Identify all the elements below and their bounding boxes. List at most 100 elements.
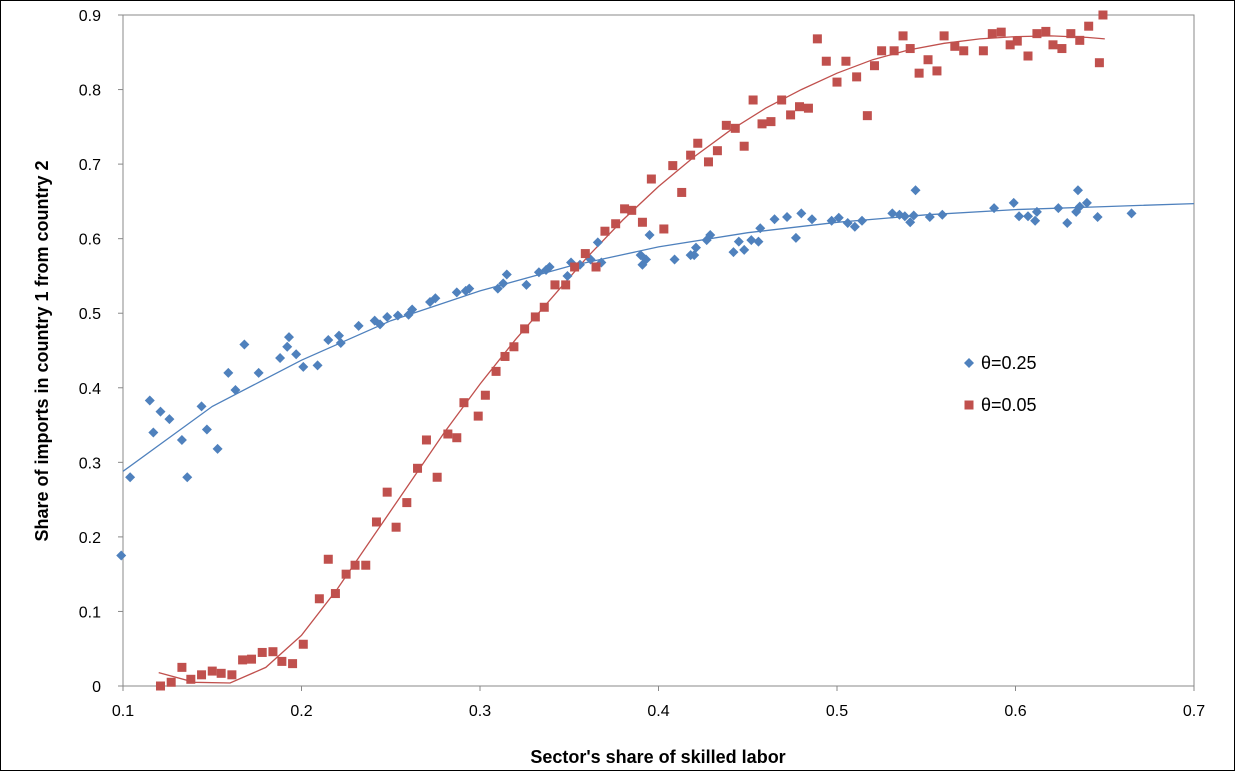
y-tick-label: 0.3 bbox=[79, 455, 101, 472]
data-point-series-0 bbox=[755, 223, 766, 234]
data-point-series-0 bbox=[796, 208, 807, 219]
data-point-series-0 bbox=[908, 210, 919, 221]
data-point-series-0 bbox=[728, 247, 739, 258]
legend-marker-theta-005 bbox=[964, 400, 974, 410]
data-point-series-1 bbox=[668, 161, 678, 171]
data-point-series-1 bbox=[987, 29, 997, 39]
data-point-series-1 bbox=[452, 433, 462, 443]
data-point-series-1 bbox=[627, 205, 637, 215]
data-point-series-0 bbox=[353, 320, 364, 331]
data-point-series-1 bbox=[402, 498, 412, 508]
data-point-series-0 bbox=[392, 310, 403, 321]
data-point-series-1 bbox=[898, 31, 908, 41]
data-point-series-0 bbox=[291, 349, 302, 360]
data-point-series-0 bbox=[641, 254, 652, 265]
data-point-series-0 bbox=[989, 203, 1000, 214]
x-tick-label: 0.3 bbox=[469, 703, 491, 720]
data-point-series-1 bbox=[862, 111, 872, 121]
data-point-series-1 bbox=[491, 366, 501, 376]
data-point-series-1 bbox=[314, 594, 324, 604]
data-point-series-1 bbox=[914, 68, 924, 78]
data-point-series-1 bbox=[257, 647, 267, 657]
data-point-series-0 bbox=[782, 212, 793, 223]
data-point-series-0 bbox=[1081, 197, 1092, 208]
data-point-series-0 bbox=[125, 472, 136, 483]
data-point-series-1 bbox=[207, 666, 217, 676]
data-point-series-1 bbox=[869, 61, 879, 71]
data-point-series-0 bbox=[924, 212, 935, 223]
data-point-series-1 bbox=[1084, 21, 1094, 31]
data-point-series-1 bbox=[803, 103, 813, 113]
data-point-series-1 bbox=[777, 95, 787, 105]
data-point-series-1 bbox=[580, 249, 590, 259]
data-point-series-1 bbox=[812, 34, 822, 44]
data-point-series-0 bbox=[689, 250, 700, 261]
data-point-series-1 bbox=[721, 120, 731, 130]
data-point-series-0 bbox=[375, 319, 386, 330]
data-point-series-0 bbox=[298, 361, 309, 372]
data-point-series-0 bbox=[1092, 212, 1103, 223]
data-point-series-1 bbox=[268, 647, 278, 657]
data-point-series-1 bbox=[748, 95, 758, 105]
data-point-series-0 bbox=[333, 330, 344, 341]
data-point-series-1 bbox=[473, 411, 483, 421]
trendline-layer bbox=[122, 35, 1195, 684]
data-point-series-0 bbox=[407, 304, 418, 315]
data-point-series-0 bbox=[669, 254, 680, 265]
data-point-series-1 bbox=[413, 463, 423, 473]
data-point-series-1 bbox=[1005, 40, 1015, 50]
data-point-series-1 bbox=[550, 280, 560, 290]
data-point-series-0 bbox=[899, 211, 910, 222]
data-point-series-0 bbox=[501, 269, 512, 280]
data-point-series-1 bbox=[1012, 36, 1022, 46]
data-point-series-1 bbox=[905, 44, 915, 54]
data-point-series-0 bbox=[910, 185, 921, 196]
points-layer bbox=[116, 10, 1137, 691]
data-point-series-1 bbox=[459, 398, 469, 408]
data-point-series-0 bbox=[905, 217, 916, 228]
legend-marker-theta-025 bbox=[964, 358, 974, 368]
data-point-series-0 bbox=[196, 401, 207, 412]
data-point-series-1 bbox=[480, 390, 490, 400]
data-point-series-0 bbox=[842, 218, 853, 229]
y-tick-label: 0.7 bbox=[79, 157, 101, 174]
data-point-series-0 bbox=[201, 424, 212, 435]
data-point-series-0 bbox=[212, 443, 223, 454]
data-point-series-1 bbox=[659, 224, 669, 234]
data-point-series-0 bbox=[807, 214, 818, 225]
data-point-series-0 bbox=[164, 414, 175, 425]
data-point-series-0 bbox=[562, 270, 573, 281]
data-point-series-1 bbox=[703, 157, 713, 167]
data-point-series-0 bbox=[1062, 218, 1073, 229]
data-point-series-1 bbox=[923, 55, 933, 65]
data-point-series-1 bbox=[323, 554, 333, 564]
y-tick-label: 0.2 bbox=[79, 530, 101, 547]
trendline-series-1 bbox=[158, 35, 1105, 684]
x-tick-label: 0.4 bbox=[647, 703, 669, 720]
data-point-series-1 bbox=[959, 46, 969, 56]
data-point-series-1 bbox=[509, 342, 519, 352]
data-point-series-1 bbox=[539, 302, 549, 312]
data-point-series-1 bbox=[693, 138, 703, 148]
data-point-series-1 bbox=[341, 569, 351, 579]
data-point-series-0 bbox=[746, 235, 757, 246]
data-point-series-0 bbox=[769, 214, 780, 225]
data-point-series-1 bbox=[330, 589, 340, 599]
data-point-series-1 bbox=[795, 102, 805, 112]
y-tick-label: 0 bbox=[92, 679, 101, 696]
data-point-series-1 bbox=[530, 312, 540, 322]
y-tick-label: 0.4 bbox=[79, 381, 101, 398]
data-point-series-1 bbox=[611, 219, 621, 229]
data-point-series-1 bbox=[298, 639, 308, 649]
data-point-series-0 bbox=[690, 242, 701, 253]
data-point-series-1 bbox=[677, 187, 687, 197]
data-point-series-0 bbox=[790, 232, 801, 243]
data-point-series-0 bbox=[253, 367, 264, 378]
data-point-series-1 bbox=[1057, 44, 1067, 54]
data-point-series-1 bbox=[1023, 51, 1033, 61]
data-point-series-1 bbox=[561, 280, 571, 290]
data-point-series-1 bbox=[712, 146, 722, 156]
data-point-series-1 bbox=[841, 56, 851, 66]
x-tick-label: 0.2 bbox=[290, 703, 312, 720]
data-point-series-0 bbox=[230, 385, 241, 396]
